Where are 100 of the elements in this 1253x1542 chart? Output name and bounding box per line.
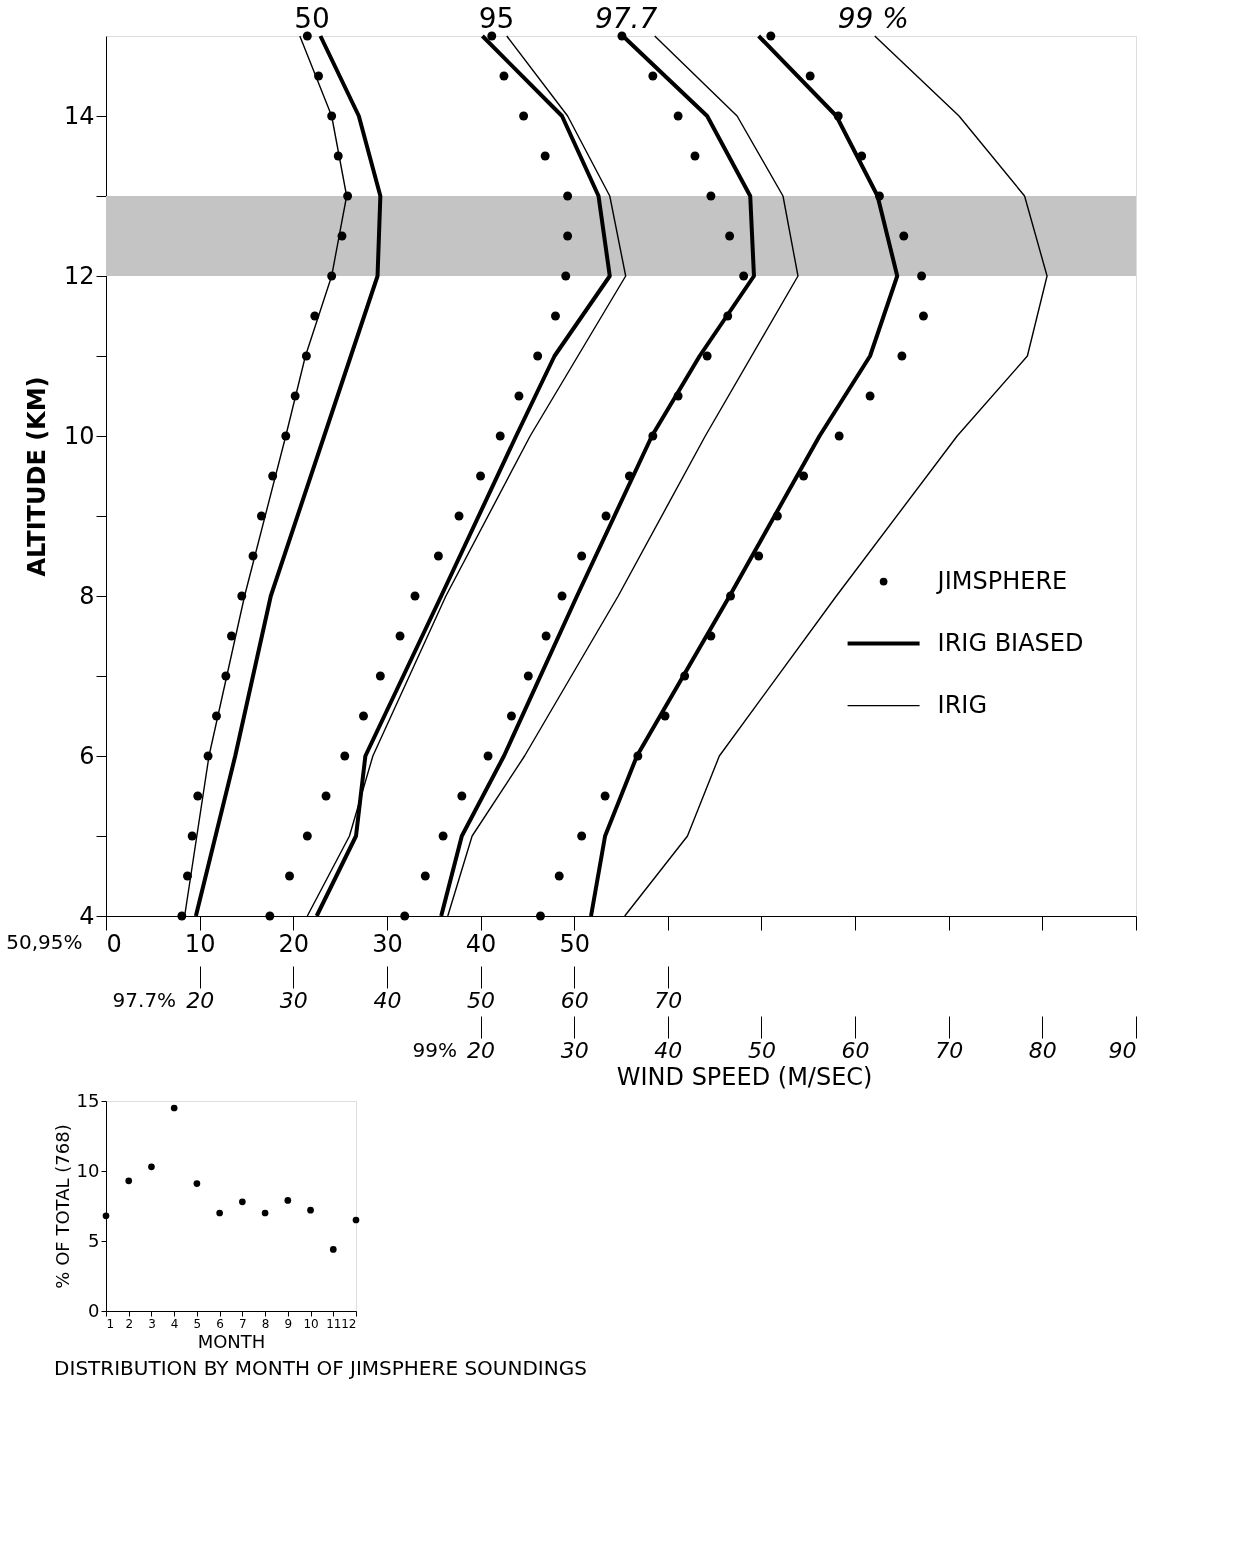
point bbox=[536, 911, 545, 921]
point bbox=[600, 791, 610, 801]
point bbox=[899, 231, 909, 241]
point bbox=[148, 1163, 155, 1171]
x-tick-label: 80 bbox=[1028, 1037, 1057, 1063]
point bbox=[285, 871, 294, 881]
y-tick-label: 6 bbox=[79, 741, 95, 770]
x2-tick-label: 60 bbox=[560, 987, 589, 1013]
point bbox=[563, 191, 573, 201]
x-tick-label: 10 bbox=[303, 1316, 319, 1331]
point bbox=[766, 31, 776, 41]
x-tick-label: 6 bbox=[216, 1316, 224, 1331]
legend-label: IRIG BIASED bbox=[937, 628, 1084, 657]
x2-tick-label: 50 bbox=[467, 987, 496, 1013]
point bbox=[395, 631, 405, 641]
point bbox=[375, 671, 385, 681]
point bbox=[340, 751, 350, 761]
legend-label: IRIG bbox=[937, 690, 988, 719]
point bbox=[284, 1197, 292, 1204]
point bbox=[495, 431, 505, 441]
annotation: 95 bbox=[478, 2, 515, 35]
point bbox=[187, 831, 197, 841]
text: DISTRIBUTION BY MONTH OF JIMSPHERE SOUNDINGS bbox=[54, 1356, 587, 1380]
x-tick-label: 10 bbox=[184, 929, 216, 958]
annotation: 50 bbox=[294, 2, 330, 35]
point bbox=[550, 311, 560, 321]
y-axis-title: % OF TOTAL (768) bbox=[51, 1124, 73, 1289]
point bbox=[799, 471, 809, 481]
point bbox=[805, 71, 815, 81]
y-tick-label: 5 bbox=[88, 1229, 100, 1251]
point bbox=[125, 1177, 133, 1185]
y-tick-label: 4 bbox=[79, 901, 95, 930]
point bbox=[514, 391, 524, 401]
point bbox=[102, 1212, 110, 1220]
x-tick-label: 60 bbox=[841, 1037, 870, 1063]
point bbox=[519, 111, 529, 121]
point bbox=[321, 791, 331, 801]
point bbox=[554, 871, 564, 881]
x-axis-title: 99% bbox=[412, 1037, 458, 1062]
point bbox=[352, 1216, 360, 1224]
point bbox=[499, 71, 509, 81]
x-tick-label: 7 bbox=[239, 1316, 247, 1331]
x-tick-label: 9 bbox=[284, 1316, 293, 1331]
y-tick-label: 8 bbox=[79, 581, 95, 610]
x-tick-label: 40 bbox=[654, 1037, 683, 1063]
y-tick-label: 10 bbox=[76, 1159, 100, 1181]
x-tick-label: 2 bbox=[125, 1316, 134, 1331]
x-tick-label: 3 bbox=[148, 1316, 156, 1331]
x-tick-label: 20 bbox=[467, 1037, 496, 1063]
point bbox=[918, 311, 928, 321]
point bbox=[261, 1209, 269, 1217]
x-tick-label: 50 bbox=[747, 1037, 776, 1063]
point bbox=[265, 911, 275, 921]
x2-tick-label: 70 bbox=[654, 987, 683, 1013]
x-tick-label: 12 bbox=[341, 1316, 357, 1331]
x-tick-label: 50 bbox=[559, 929, 590, 958]
y-tick-label: 15 bbox=[76, 1089, 100, 1111]
point bbox=[193, 1180, 201, 1187]
point bbox=[563, 231, 573, 241]
x-tick-label: 40 bbox=[465, 929, 497, 958]
point bbox=[302, 31, 312, 41]
x-tick-label: 4 bbox=[170, 1316, 179, 1331]
point bbox=[754, 551, 764, 561]
x2-tick-label: 20 bbox=[186, 987, 215, 1013]
point bbox=[359, 711, 368, 721]
x-tick-label: 70 bbox=[935, 1037, 964, 1063]
x-axis-title: 50,95% bbox=[6, 929, 83, 954]
point bbox=[302, 831, 312, 841]
point bbox=[329, 1246, 337, 1253]
point bbox=[865, 391, 875, 401]
y-tick-label: 14 bbox=[63, 101, 95, 130]
x-tick-label: 1 bbox=[106, 1316, 115, 1331]
x-tick-label: 90 bbox=[1108, 1037, 1137, 1063]
y-tick-label: 10 bbox=[63, 421, 95, 450]
x-tick-label: 30 bbox=[560, 1037, 589, 1063]
text: WIND SPEED (M/SEC) bbox=[616, 1063, 873, 1091]
point bbox=[577, 831, 587, 841]
legend-label: JIMSPHERE bbox=[935, 566, 1068, 595]
x2-tick-label: 30 bbox=[279, 987, 308, 1013]
point bbox=[170, 1104, 178, 1112]
x-tick-label: 5 bbox=[193, 1316, 202, 1331]
x-tick-label: 30 bbox=[372, 929, 403, 958]
x-tick-label: 0 bbox=[106, 929, 122, 958]
point bbox=[834, 431, 844, 441]
point bbox=[476, 471, 486, 481]
point bbox=[239, 1198, 246, 1206]
point bbox=[410, 591, 420, 601]
text: 97.7 bbox=[594, 2, 658, 35]
point bbox=[540, 151, 550, 161]
y-tick-label: 12 bbox=[63, 261, 95, 290]
point bbox=[307, 1206, 314, 1214]
point bbox=[433, 551, 443, 561]
point bbox=[897, 351, 907, 361]
point bbox=[561, 271, 571, 281]
x-tick-label: 20 bbox=[278, 929, 310, 958]
x-axis-title: MONTH bbox=[197, 1330, 266, 1352]
x-tick-label: 11 bbox=[326, 1316, 342, 1331]
point bbox=[487, 31, 497, 41]
x2-axis-title: 97.7% bbox=[112, 987, 177, 1012]
point bbox=[454, 511, 464, 521]
